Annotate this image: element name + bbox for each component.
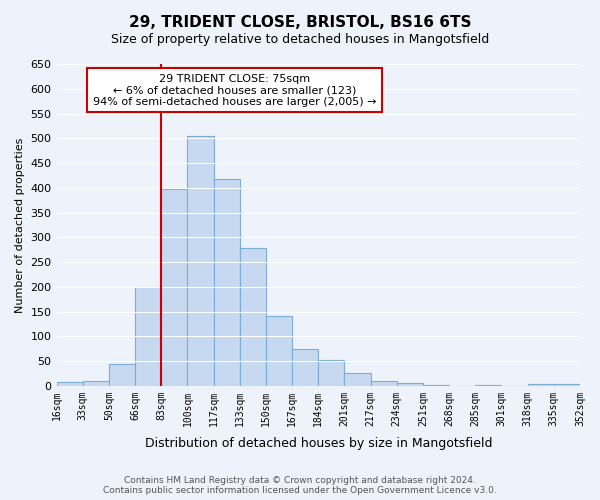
Bar: [109, 364, 135, 386]
Bar: [240, 248, 266, 386]
X-axis label: Distribution of detached houses by size in Mangotsfield: Distribution of detached houses by size …: [145, 437, 492, 450]
Bar: [266, 316, 292, 386]
Bar: [187, 136, 214, 386]
Y-axis label: Number of detached properties: Number of detached properties: [15, 137, 25, 312]
Text: Size of property relative to detached houses in Mangotsfield: Size of property relative to detached ho…: [111, 32, 489, 46]
Text: Contains HM Land Registry data © Crown copyright and database right 2024.
Contai: Contains HM Land Registry data © Crown c…: [103, 476, 497, 495]
Bar: [56, 382, 83, 386]
Bar: [135, 287, 161, 386]
Bar: [292, 348, 318, 386]
Bar: [423, 385, 449, 386]
Bar: [318, 360, 344, 386]
Bar: [371, 381, 397, 386]
Text: 29, TRIDENT CLOSE, BRISTOL, BS16 6TS: 29, TRIDENT CLOSE, BRISTOL, BS16 6TS: [129, 15, 471, 30]
Bar: [475, 385, 502, 386]
Bar: [344, 374, 371, 386]
Bar: [214, 179, 240, 386]
Text: 29 TRIDENT CLOSE: 75sqm
← 6% of detached houses are smaller (123)
94% of semi-de: 29 TRIDENT CLOSE: 75sqm ← 6% of detached…: [93, 74, 376, 107]
Bar: [161, 189, 187, 386]
Bar: [397, 384, 423, 386]
Bar: [554, 384, 580, 386]
Bar: [527, 384, 554, 386]
Bar: [83, 381, 109, 386]
